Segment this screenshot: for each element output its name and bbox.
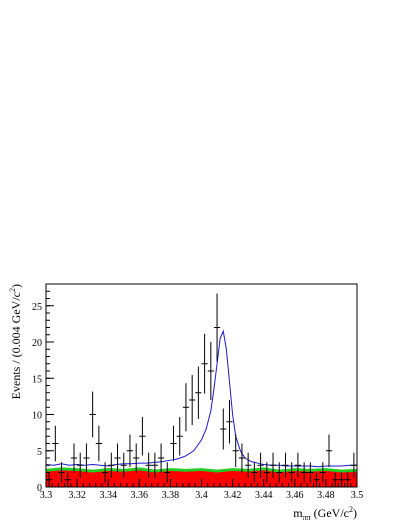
data-point	[288, 462, 295, 483]
x-tick-label: 3.5	[351, 490, 364, 501]
data-point	[307, 462, 314, 483]
data-point	[139, 417, 146, 456]
data-point	[238, 443, 246, 473]
data-point	[64, 472, 71, 487]
data-point	[226, 400, 233, 444]
y-axis-title-main: Events / (0.004 GeV/c	[9, 292, 23, 399]
data-point	[176, 417, 183, 456]
data-point	[164, 462, 171, 483]
x-tick-label: 3.4	[195, 490, 208, 501]
data-point	[269, 452, 277, 478]
data-point	[251, 462, 258, 483]
x-tick-label: 3.42	[224, 490, 242, 501]
y-tick-label: 25	[32, 302, 42, 313]
x-axis-title-unit: (GeV/c	[311, 506, 349, 520]
x-tick-label: 3.36	[131, 490, 149, 501]
data-point	[294, 452, 302, 478]
data-points-layer	[46, 293, 357, 487]
x-tick-label: 3.46	[286, 490, 304, 501]
x-axis-title-main: m	[293, 506, 303, 520]
data-point	[313, 472, 320, 487]
y-tick-label: 10	[32, 411, 42, 422]
data-point	[108, 452, 115, 478]
data-point	[350, 452, 357, 478]
data-point	[319, 462, 326, 483]
x-axis-title: mππ (GeV/c2)	[293, 505, 357, 522]
y-tick-label: 15	[32, 374, 42, 385]
data-point	[114, 443, 121, 473]
x-tick-label: 3.32	[68, 490, 86, 501]
x-tick-label: 3.34	[99, 490, 117, 501]
fit-curve	[45, 329, 357, 468]
data-point	[52, 425, 59, 462]
data-point	[344, 472, 351, 487]
x-axis-title-sub: ππ	[303, 513, 311, 522]
data-point	[89, 391, 96, 438]
plot-frame	[45, 283, 358, 488]
data-point	[263, 462, 270, 483]
y-axis-title: Events / (0.004 GeV/c2)	[8, 284, 23, 399]
data-point	[245, 452, 252, 478]
data-point	[101, 462, 109, 483]
x-axis-title-close: )	[353, 506, 357, 520]
data-point	[182, 383, 190, 432]
data-point	[213, 293, 221, 362]
fit-curve-layer	[45, 329, 357, 468]
data-point	[332, 472, 339, 487]
data-point	[301, 462, 308, 483]
data-point	[195, 366, 202, 419]
data-point	[276, 462, 283, 483]
data-point	[151, 452, 158, 478]
data-point	[83, 443, 90, 473]
data-point	[189, 374, 196, 426]
data-point	[145, 452, 152, 478]
y-tick-label: 20	[32, 338, 42, 349]
data-point	[257, 452, 264, 478]
data-point	[95, 425, 102, 462]
data-point	[133, 443, 140, 473]
x-axis-title-sup: 2	[349, 505, 353, 514]
data-point	[58, 462, 65, 483]
data-point	[70, 443, 78, 473]
y-axis-title-sup: 2	[8, 288, 17, 292]
data-point	[207, 342, 214, 400]
data-point	[201, 333, 208, 394]
data-point	[157, 443, 165, 473]
y-tick-label: 5	[37, 447, 42, 458]
data-point	[232, 434, 239, 467]
data-point	[325, 434, 333, 467]
y-tick-label: 0	[37, 483, 42, 494]
data-point	[282, 452, 289, 478]
data-point	[338, 472, 345, 487]
x-tick-label: 3.48	[317, 490, 335, 501]
x-tick-label: 3.38	[162, 490, 180, 501]
data-point	[126, 434, 134, 467]
y-axis-title-close: )	[9, 284, 23, 288]
data-point	[220, 408, 227, 450]
data-point	[120, 452, 127, 478]
data-point	[170, 425, 177, 462]
y-axis-ticks: 0 5 10 15 20 25	[32, 283, 54, 494]
x-tick-label: 3.3	[40, 490, 53, 501]
x-tick-label: 3.44	[255, 490, 273, 501]
x-axis-ticks: 3.3 3.32 3.34 3.36 3.38 3.4 3.42 3.44 3.46 3.48 3.…	[40, 479, 364, 501]
data-point	[77, 452, 84, 478]
